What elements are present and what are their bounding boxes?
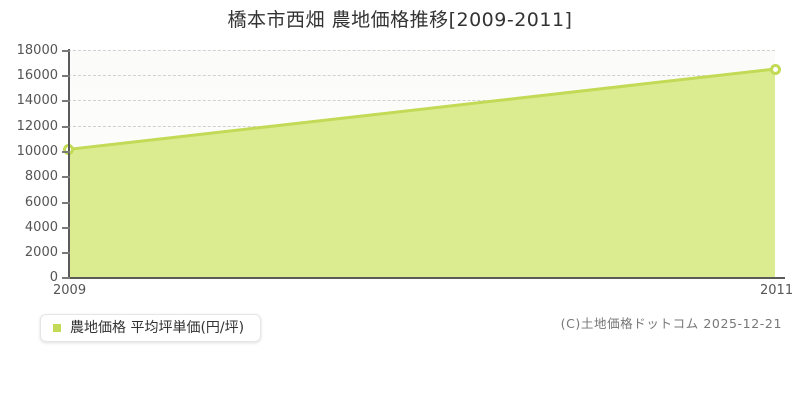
y-axis-label-12000: 12000	[16, 119, 58, 134]
chart-title: 橋本市西畑 農地価格推移[2009-2011]	[227, 9, 573, 31]
y-tick-0	[62, 277, 70, 279]
legend[interactable]: 農地価格 平均坪単価(円/坪)	[40, 314, 262, 342]
x-axis-label-2009: 2009	[53, 283, 87, 298]
y-tick-14000	[62, 100, 70, 102]
y-tick-8000	[62, 176, 70, 178]
y-axis-line	[68, 49, 70, 279]
x-axis-label-2011: 2011	[760, 283, 794, 298]
y-axis-label-14000: 14000	[16, 93, 58, 108]
y-axis-label-18000: 18000	[16, 43, 58, 58]
data-point-2009	[58, 40, 98, 80]
x-axis-line	[68, 277, 785, 279]
gridline-16000	[68, 75, 775, 77]
series-area-fill	[68, 69, 775, 278]
y-tick-4000	[62, 227, 70, 229]
series-agricultural-land-price	[67, 67, 776, 278]
y-axis-label-10000: 10000	[16, 144, 58, 159]
y-tick-18000	[62, 50, 70, 52]
series-line	[67, 67, 776, 151]
legend-swatch-icon	[53, 324, 61, 332]
data-point-marker-2011	[769, 63, 781, 75]
legend-item-label: 農地価格 平均坪単価(円/坪)	[70, 320, 245, 336]
y-tick-6000	[62, 202, 70, 204]
y-axis-label-2000: 2000	[24, 245, 58, 260]
y-axis-label-0: 0	[49, 270, 58, 285]
y-axis-label-8000: 8000	[24, 169, 58, 184]
y-tick-16000	[62, 75, 70, 77]
gridline-14000	[68, 100, 775, 102]
y-tick-2000	[62, 252, 70, 254]
y-tick-12000	[62, 126, 70, 128]
y-axis-label-4000: 4000	[24, 220, 58, 235]
copyright-credit: (C)土地価格ドットコム 2025-12-21	[560, 316, 782, 331]
y-axis-label-6000: 6000	[24, 195, 58, 210]
y-axis-label-16000: 16000	[16, 68, 58, 83]
gridline-18000	[68, 50, 775, 52]
y-tick-10000	[62, 151, 70, 153]
